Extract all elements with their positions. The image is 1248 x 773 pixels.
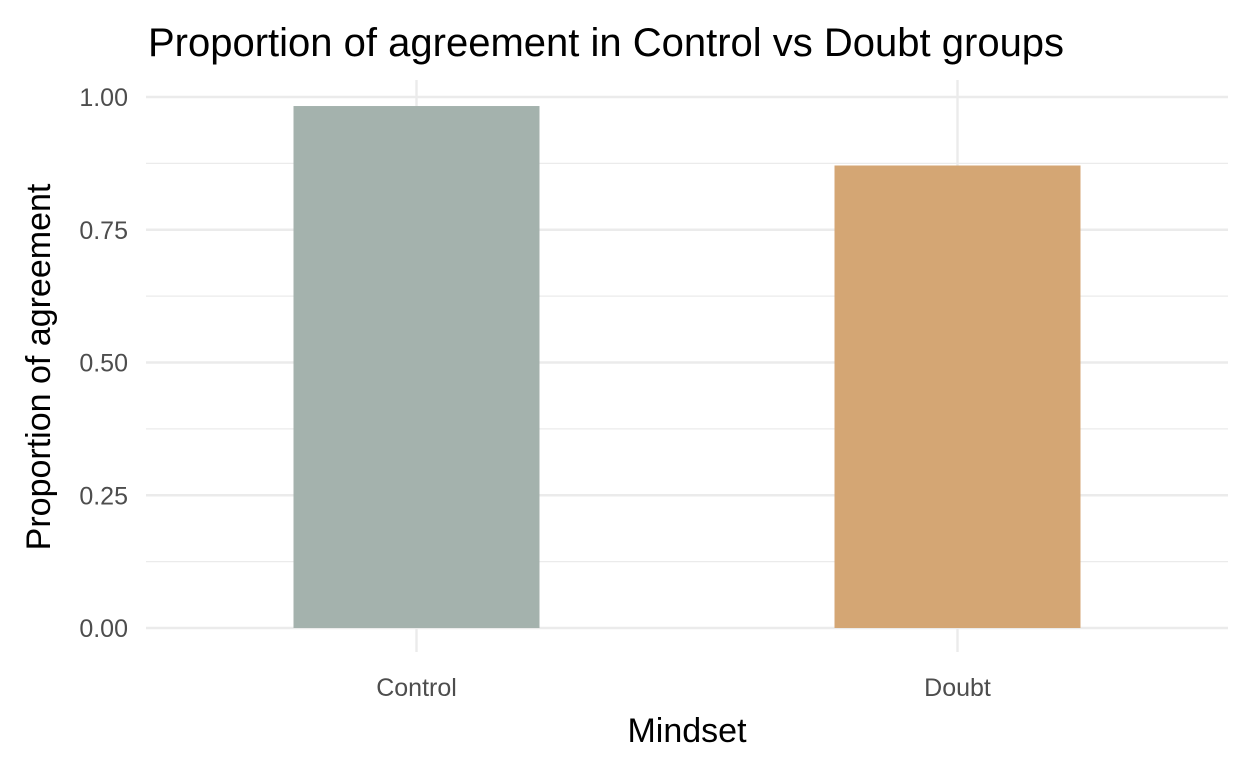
y-tick-label: 0.75: [79, 217, 128, 245]
y-tick-label: 1.00: [79, 84, 128, 112]
x-tick-labels: Control Doubt: [376, 674, 991, 702]
y-axis-title: Proportion of agreement: [20, 183, 58, 550]
y-tick-labels: 0.00 0.25 0.50 0.75 1.00: [79, 84, 128, 643]
x-tick-label: Control: [376, 674, 457, 702]
bar-control: [293, 106, 540, 629]
y-tick-label: 0.50: [79, 350, 128, 378]
chart-title: Proportion of agreement in Control vs Do…: [148, 21, 1064, 65]
x-tick-label: Doubt: [924, 674, 991, 702]
bar-doubt: [834, 165, 1081, 628]
y-tick-label: 0.25: [79, 482, 128, 510]
y-tick-label: 0.00: [79, 615, 128, 643]
x-axis-title: Mindset: [627, 712, 747, 750]
bar-layer: [293, 106, 1081, 629]
